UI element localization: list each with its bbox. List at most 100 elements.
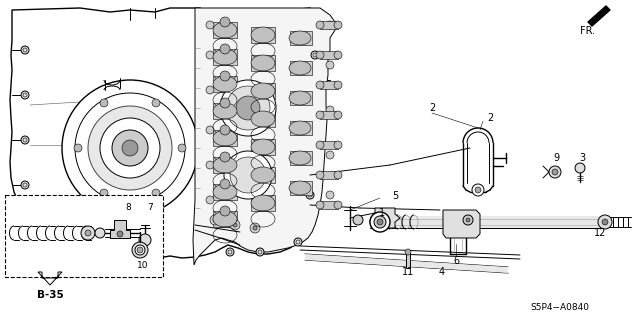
Circle shape [353,215,363,225]
Circle shape [250,223,260,233]
Ellipse shape [316,81,324,89]
Bar [406,252,410,268]
Circle shape [117,231,123,237]
Bar [213,130,237,146]
Circle shape [21,46,29,54]
Ellipse shape [316,21,324,29]
Ellipse shape [316,201,324,209]
Polygon shape [10,8,320,266]
Ellipse shape [334,201,342,209]
Circle shape [466,218,470,222]
Text: 6: 6 [453,256,459,266]
Ellipse shape [289,91,311,105]
Circle shape [224,151,272,199]
Circle shape [21,181,29,189]
Circle shape [253,226,257,230]
Text: 10: 10 [137,261,148,270]
Circle shape [326,191,334,199]
Circle shape [326,106,334,114]
Circle shape [21,136,29,144]
Circle shape [100,99,108,107]
Circle shape [220,71,230,81]
Bar [290,91,312,105]
Text: B-35: B-35 [36,290,63,300]
Circle shape [122,140,138,156]
Circle shape [220,179,230,189]
Circle shape [21,91,29,99]
Circle shape [112,130,148,166]
Circle shape [132,242,148,258]
Text: 2: 2 [429,103,435,113]
Circle shape [220,125,230,135]
Circle shape [95,228,105,238]
Circle shape [549,166,561,178]
Text: 9: 9 [553,153,559,163]
Bar [320,51,338,59]
Circle shape [220,17,230,27]
Circle shape [552,169,558,175]
Circle shape [74,144,82,152]
Circle shape [233,223,237,227]
Circle shape [137,247,143,253]
Ellipse shape [213,130,237,146]
Polygon shape [110,220,130,238]
Ellipse shape [334,21,342,29]
Polygon shape [588,6,610,26]
Circle shape [294,238,302,246]
Ellipse shape [251,167,275,183]
Ellipse shape [334,51,342,59]
Circle shape [475,187,481,193]
Circle shape [598,215,612,229]
Bar [251,139,275,155]
Circle shape [88,106,172,190]
Circle shape [220,44,230,54]
Circle shape [230,157,266,193]
Ellipse shape [213,157,237,173]
Ellipse shape [251,83,275,99]
Circle shape [135,245,145,255]
Circle shape [472,184,484,196]
Ellipse shape [334,141,342,149]
Circle shape [46,244,54,252]
Text: 1: 1 [379,208,385,218]
Circle shape [374,216,386,228]
Bar [290,61,312,75]
Circle shape [230,220,240,230]
Ellipse shape [334,81,342,89]
Circle shape [602,219,608,225]
Text: 12: 12 [594,228,606,238]
Text: 2: 2 [487,113,493,123]
Circle shape [144,258,152,266]
Bar [213,22,237,38]
Circle shape [236,96,260,120]
Bar [320,21,338,29]
Circle shape [306,191,314,199]
Circle shape [210,215,220,225]
Bar [320,171,338,179]
Bar [320,141,338,149]
Circle shape [220,152,230,162]
Ellipse shape [289,31,311,45]
Circle shape [326,61,334,69]
Circle shape [220,206,230,216]
Bar [213,184,237,200]
Bar [290,181,312,195]
Polygon shape [375,208,400,228]
Circle shape [377,219,383,225]
Ellipse shape [289,121,311,135]
Ellipse shape [251,111,275,127]
Circle shape [311,51,319,59]
Ellipse shape [316,141,324,149]
Text: 3: 3 [579,153,585,163]
Ellipse shape [251,139,275,155]
Ellipse shape [213,76,237,92]
Circle shape [463,215,473,225]
Circle shape [152,99,160,107]
Polygon shape [443,210,480,238]
Text: 7: 7 [147,203,153,211]
Bar [5,195,163,277]
Circle shape [206,21,214,29]
Ellipse shape [289,61,311,75]
Bar [213,157,237,173]
Bar [290,151,312,165]
